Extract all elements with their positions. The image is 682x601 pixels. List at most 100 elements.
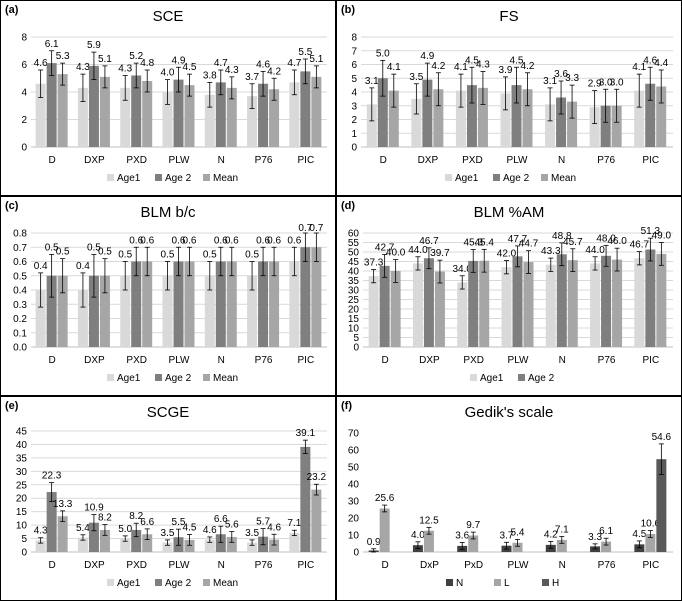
data-label: 45.3 bbox=[463, 238, 483, 249]
data-label: 3.0 bbox=[610, 77, 624, 88]
x-tick-label: DXP bbox=[84, 355, 105, 366]
bar bbox=[162, 92, 173, 147]
data-label: 44.0 bbox=[585, 245, 605, 256]
data-label: 4.3 bbox=[34, 526, 48, 537]
y-tick-label: 0 bbox=[351, 143, 357, 154]
bar bbox=[545, 264, 556, 347]
bar bbox=[379, 265, 390, 347]
data-label: 7.1 bbox=[287, 518, 301, 529]
y-tick-label: 6 bbox=[21, 60, 27, 71]
bar bbox=[311, 489, 322, 552]
bar bbox=[57, 275, 68, 347]
x-tick-label: PIC bbox=[642, 155, 659, 166]
legend-label: Age1 bbox=[117, 578, 141, 589]
data-label: 6.6 bbox=[140, 517, 154, 528]
data-label: 4.1 bbox=[454, 62, 468, 73]
data-label: 40.0 bbox=[386, 248, 406, 259]
x-tick-label: PXD bbox=[463, 355, 484, 366]
bar bbox=[215, 534, 226, 552]
bar bbox=[422, 79, 433, 147]
data-label: 45.7 bbox=[563, 237, 583, 248]
x-tick-label: N bbox=[218, 560, 225, 571]
bar bbox=[204, 539, 215, 552]
legend-swatch bbox=[518, 374, 525, 381]
data-label: 25.6 bbox=[375, 493, 395, 504]
legend-label: Age1 bbox=[117, 173, 141, 184]
data-label: 0.6 bbox=[129, 235, 143, 246]
panel-e: 0 5 10 15 20 25 30 35 40 45 D 4.3 22.3 13.3 DXP 5.4 10.9… bbox=[0, 396, 336, 601]
data-label: 46.7 bbox=[419, 236, 439, 247]
x-tick-label: PIC bbox=[643, 560, 660, 571]
data-label: 5.9 bbox=[87, 40, 101, 51]
x-tick-label: DXP bbox=[418, 155, 439, 166]
data-label: 44.0 bbox=[408, 245, 428, 256]
x-tick-label: PIC bbox=[298, 560, 315, 571]
data-label: 8.2 bbox=[129, 511, 143, 522]
data-label: 6.1 bbox=[599, 526, 613, 537]
bar bbox=[423, 530, 434, 552]
bar bbox=[512, 542, 523, 552]
data-label: 4.5 bbox=[465, 55, 479, 66]
y-tick-label: 6 bbox=[351, 60, 357, 71]
bar bbox=[590, 263, 601, 347]
y-tick-label: 20 bbox=[348, 514, 360, 525]
bar bbox=[258, 261, 269, 347]
legend-label: Age 2 bbox=[503, 173, 530, 184]
bar bbox=[77, 87, 88, 147]
data-label: 5.4 bbox=[511, 527, 525, 538]
bar bbox=[379, 508, 390, 552]
legend-label: Age 2 bbox=[165, 173, 192, 184]
y-tick-label: 15 bbox=[16, 507, 28, 518]
data-label: 4.1 bbox=[387, 62, 401, 73]
bar bbox=[455, 90, 466, 147]
bar bbox=[99, 76, 110, 147]
y-tick-label: 0.8 bbox=[13, 229, 27, 240]
data-label: 42.0 bbox=[497, 249, 517, 260]
bar bbox=[556, 97, 567, 147]
data-label: 0.5 bbox=[118, 250, 132, 261]
legend-swatch bbox=[470, 374, 477, 381]
y-tick-label: 7 bbox=[351, 46, 357, 57]
panel-b: 0 1 2 3 4 5 6 7 8 D 3.1 5.0 4.1 DXP 3.5 4.9 4.2 PXD 4.1 4.5… bbox=[336, 0, 682, 196]
bar bbox=[142, 261, 153, 347]
bar bbox=[311, 247, 322, 347]
data-label: 4.6 bbox=[256, 59, 270, 70]
panel-label: (f) bbox=[341, 400, 352, 412]
data-label: 4.4 bbox=[654, 58, 668, 69]
x-tick-label: PXD bbox=[462, 155, 483, 166]
legend-swatch bbox=[203, 374, 210, 381]
y-tick-label: 0.4 bbox=[13, 286, 27, 297]
data-label: 4.9 bbox=[420, 51, 434, 62]
data-label: 0.6 bbox=[287, 235, 301, 246]
x-tick-label: DXP bbox=[419, 355, 440, 366]
data-label: 3.5 bbox=[245, 528, 259, 539]
chart-svg: 0 2 4 6 8 D 4.6 6.15.3 DXP 4.3 5.9 5.1 PXD 4.3 5.24.8 P… bbox=[21, 33, 327, 184]
chart-title: SCGE bbox=[146, 404, 190, 421]
data-label: 3.1 bbox=[543, 76, 557, 87]
x-tick-label: DxP bbox=[420, 560, 439, 571]
bar bbox=[173, 261, 184, 347]
data-label: 54.6 bbox=[652, 432, 672, 443]
bar bbox=[247, 96, 258, 147]
y-tick-label: 0.1 bbox=[13, 328, 27, 339]
legend-swatch bbox=[107, 374, 114, 381]
bar bbox=[656, 253, 667, 347]
bar bbox=[411, 98, 422, 147]
bar bbox=[501, 267, 512, 347]
data-label: 43.3 bbox=[541, 246, 561, 257]
chart-title: SCE bbox=[152, 8, 184, 25]
bar bbox=[300, 446, 311, 552]
x-tick-label: PXD bbox=[126, 155, 147, 166]
bar bbox=[289, 261, 300, 347]
bar bbox=[184, 85, 195, 147]
data-label: 12.5 bbox=[419, 515, 439, 526]
bar bbox=[258, 83, 269, 147]
legend-label: Mean bbox=[551, 173, 576, 184]
bar bbox=[601, 255, 612, 347]
bar bbox=[204, 94, 215, 147]
x-tick-label: D bbox=[49, 355, 56, 366]
bar bbox=[377, 78, 388, 147]
chart-title: FS bbox=[499, 8, 519, 25]
bar bbox=[46, 63, 57, 147]
data-label: 0.6 bbox=[172, 235, 186, 246]
